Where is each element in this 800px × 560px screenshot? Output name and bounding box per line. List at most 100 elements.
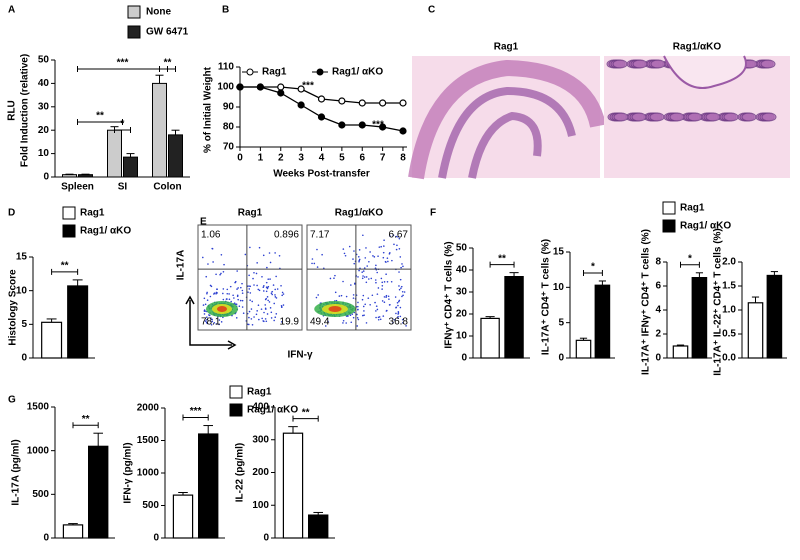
y-tick-label: 0 [263, 533, 269, 544]
flow-event [361, 298, 364, 301]
flow-event [342, 248, 345, 250]
x-tick-label: 6 [359, 153, 365, 164]
y-tick-label: 2.0 [722, 257, 736, 268]
data-point [379, 123, 387, 131]
flow-event [211, 247, 213, 250]
flow-event [249, 299, 251, 301]
data-point [297, 85, 305, 93]
flow-event [251, 300, 254, 303]
y-tick-label: 1500 [27, 402, 50, 413]
flow-event [345, 322, 348, 324]
data-point [338, 121, 346, 129]
flow-event [389, 303, 391, 306]
tissue-folds [438, 86, 576, 179]
flow-event [311, 262, 313, 265]
flow-event [340, 294, 343, 297]
crypt [760, 59, 776, 69]
y-tick-label: 400 [252, 402, 269, 413]
y-tick-label: 110 [218, 62, 235, 73]
flow-event [263, 311, 265, 314]
flow-event [257, 288, 260, 291]
legend-label: Rag1/ αKO [332, 67, 383, 78]
x-tick-label: Colon [153, 182, 181, 193]
bar [672, 345, 689, 359]
flow-event [261, 275, 263, 278]
legend-label: None [146, 7, 171, 18]
y-tick-label: 1.5 [722, 281, 736, 292]
flow-event [212, 261, 214, 263]
flow-event [240, 286, 242, 289]
flow-event [349, 314, 352, 316]
flow-event [215, 273, 217, 276]
flow-event [230, 300, 232, 303]
flow-event [389, 252, 391, 254]
data-point [277, 89, 285, 97]
bar [766, 274, 783, 359]
bar [107, 129, 122, 178]
flow-event [383, 301, 386, 304]
flow-event [236, 288, 238, 290]
y-tick-label: 100 [217, 82, 234, 93]
legend-marker [246, 68, 254, 76]
flow-event [358, 249, 361, 251]
crypt [631, 112, 647, 122]
significance-label: *** [117, 58, 129, 69]
legend-swatch [662, 219, 676, 233]
flow-event [376, 308, 379, 311]
flow-event [385, 261, 387, 263]
y-tick-label: 0 [461, 353, 467, 364]
y-tick-label: 500 [142, 500, 159, 511]
legend-swatch [662, 201, 676, 215]
y-tick-label: 10 [16, 285, 28, 296]
panel-label: B [222, 5, 229, 16]
flow-event [313, 262, 316, 265]
legend-label: Rag1 [247, 387, 272, 398]
flow-event [381, 281, 384, 284]
flow-event [206, 322, 209, 325]
y-axis-label: IL-22 (pg/ml) [235, 443, 246, 502]
legend-swatch [62, 224, 76, 238]
flow-event [402, 294, 404, 297]
x-axis-label: IFN-γ [288, 350, 313, 361]
flow-event [267, 285, 270, 288]
bar [168, 134, 183, 178]
flow-event [381, 285, 384, 287]
flow-event [206, 292, 208, 295]
flow-event [269, 261, 272, 264]
flow-event [394, 296, 397, 298]
y-tick-label: 50 [456, 243, 468, 254]
flow-event [271, 290, 274, 293]
flow-event [203, 310, 206, 312]
significance-label: * [591, 262, 595, 273]
flow-event [250, 308, 253, 310]
flow-event [222, 298, 225, 301]
flow-event [233, 302, 236, 304]
flow-event [353, 262, 356, 265]
flow-event [356, 317, 359, 319]
flow-event [280, 320, 283, 323]
flow-event [249, 246, 251, 249]
flow-event [396, 244, 398, 247]
y-axis-label: IL-17A (pg/ml) [11, 439, 22, 505]
y-tick-label: 6 [655, 281, 661, 292]
y-axis-label: IFNγ⁺ CD4⁺ T cells (%) [444, 241, 455, 348]
flow-event [373, 256, 376, 258]
flow-event [264, 298, 267, 301]
flow-event [265, 290, 268, 293]
flow-event [244, 253, 247, 256]
flow-event [357, 318, 360, 321]
flow-event [205, 275, 208, 278]
flow-event [329, 277, 332, 280]
flow-event [213, 293, 215, 295]
y-tick-label: 100 [252, 500, 269, 511]
quadrant-percent: 7.17 [310, 230, 330, 241]
flow-event [354, 283, 356, 285]
significance-label: ** [61, 261, 69, 272]
y-axis-label: Fold Induction (relative) [20, 54, 31, 167]
flow-event [218, 323, 220, 326]
flow-event [265, 281, 268, 284]
flow-event [226, 292, 229, 295]
flow-event [203, 313, 206, 315]
bar [594, 284, 611, 359]
density-contour [328, 306, 342, 312]
